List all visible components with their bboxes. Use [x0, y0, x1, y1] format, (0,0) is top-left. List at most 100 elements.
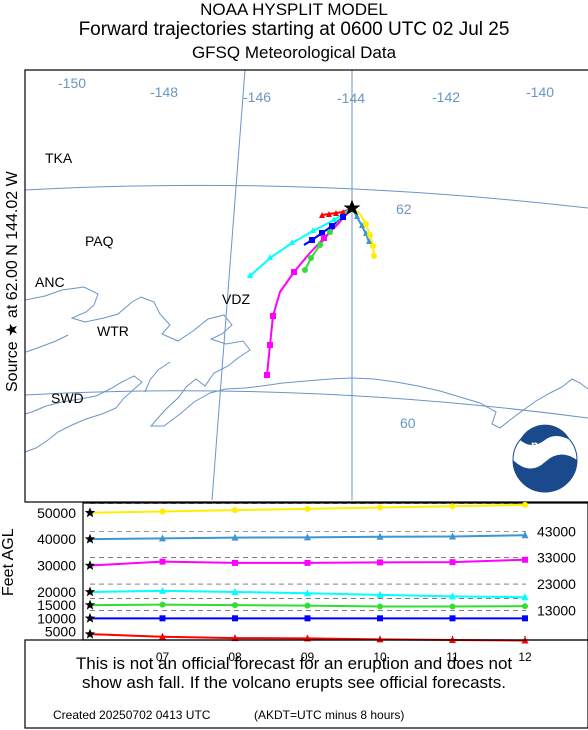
marker-red-3 [326, 211, 332, 217]
marker-green-3 [308, 255, 314, 261]
marker-blue-4 [309, 237, 315, 243]
x-tick-label-08: 08 [228, 650, 242, 664]
markers-blue [309, 214, 346, 243]
y-label-right-13000: 13000 [537, 602, 576, 618]
height-marker-5-1 [159, 615, 166, 622]
footer-frame [24, 639, 588, 729]
markers-magenta [264, 235, 327, 378]
meridian--146 [211, 69, 246, 501]
meteorological-data-label: GFSQ Meteorological Data [191, 43, 397, 62]
map-panel: -150 -148 -146 -144 -142 -140 62 60 TKA … [4, 69, 588, 503]
height-marker-1-2 [231, 533, 239, 541]
place-label-anc: ANC [35, 274, 65, 290]
height-axis-label: Feet AGL [0, 528, 17, 596]
height-marker-4-1 [159, 601, 166, 608]
noaa-logo-text: noaa [531, 438, 559, 452]
run-subtitle: Forward trajectories starting at 0600 UT… [78, 19, 510, 40]
height-marker-1-3 [304, 533, 311, 541]
y-label-left-50000: 50000 [37, 505, 76, 521]
noaa-logo: noaa [512, 424, 578, 493]
lat-label-60: 60 [400, 415, 416, 431]
trajectory-cyan [249, 207, 353, 277]
height-marker-4-2 [232, 602, 238, 609]
height-start-star-4 [84, 599, 96, 610]
y-label-right-33000: 33000 [537, 550, 576, 566]
place-labels: TKA PAQ ANC VDZ WTR SWD [35, 150, 250, 406]
marker-steelblue-2 [359, 222, 365, 228]
marker-red-1 [340, 209, 346, 215]
x-tick-label-11: 11 [446, 650, 459, 664]
y-label-left-15000: 15000 [37, 597, 76, 613]
height-marker-5-2 [232, 615, 238, 622]
height-marker-1-5 [449, 532, 456, 540]
lon-label--146: -146 [243, 89, 271, 105]
height-panel-frame [82, 502, 588, 641]
markers-cyan [247, 216, 337, 278]
height-marker-0-6 [522, 501, 528, 508]
x-tick-label-12: 12 [518, 650, 532, 664]
marker-cyan-4 [267, 254, 273, 260]
place-label-vdz: VDZ [222, 291, 250, 307]
height-start-star-6 [84, 628, 96, 639]
height-marker-1-6 [521, 531, 529, 539]
height-marker-0-1 [159, 508, 166, 515]
marker-cyan-3 [289, 239, 295, 245]
height-series [84, 501, 529, 644]
height-marker-2-4 [377, 559, 383, 566]
height-marker-5-5 [449, 615, 456, 622]
lon-label--148: -148 [150, 84, 178, 100]
height-marker-2-6 [522, 556, 528, 563]
marker-yellow-1 [363, 221, 369, 227]
marker-magenta-1 [321, 235, 327, 241]
height-marker-5-3 [304, 615, 311, 622]
source-star [343, 199, 361, 216]
height-marker-5-4 [377, 615, 383, 622]
height-marker-1-1 [159, 534, 166, 542]
x-tick-label-07: 07 [156, 650, 170, 664]
map-frame [24, 69, 588, 503]
disclaimer-line-1: This is not an official forecast for an … [75, 654, 513, 673]
height-marker-6-4 [376, 635, 384, 643]
lon-label--144: -144 [337, 90, 365, 106]
height-marker-0-5 [449, 503, 456, 510]
y-label-left-5000: 5000 [45, 624, 76, 640]
marker-magenta-2 [291, 269, 297, 275]
height-marker-2-3 [304, 559, 311, 566]
height-marker-6-2 [231, 634, 239, 642]
y-label-right-43000: 43000 [537, 523, 576, 539]
height-marker-3-2 [231, 587, 239, 595]
height-start-star-1 [84, 533, 96, 544]
height-marker-0-4 [377, 504, 383, 511]
marker-steelblue-1 [354, 213, 360, 219]
marker-blue-3 [319, 230, 325, 236]
lon-label--140: -140 [526, 84, 554, 100]
lon-label--142: -142 [432, 89, 460, 105]
height-marker-2-2 [232, 559, 238, 566]
height-start-star-3 [84, 586, 96, 597]
y-label-left-40000: 40000 [37, 531, 76, 547]
marker-green-2 [317, 242, 323, 248]
marker-yellow-4 [371, 253, 377, 259]
markers-red [319, 209, 346, 218]
y-label-right-23000: 23000 [537, 576, 576, 592]
marker-steelblue-4 [366, 238, 372, 244]
marker-blue-1 [340, 214, 346, 220]
height-marker-3-5 [449, 592, 456, 600]
height-marker-4-5 [449, 603, 456, 610]
height-marker-3-3 [304, 589, 311, 597]
trajectories [249, 207, 375, 376]
height-marker-5-6 [522, 615, 528, 622]
height-panel: 07 08 09 10 11 12 50000 40000 30000 200001500010… [0, 501, 588, 664]
marker-red-2 [333, 210, 339, 216]
timezone-note: (AKDT=UTC minus 8 hours) [254, 708, 405, 722]
created-timestamp: Created 20250702 0413 UTC [53, 708, 211, 722]
marker-magenta-5 [264, 372, 270, 378]
place-label-tka: TKA [45, 150, 73, 166]
graticule-labels: -150 -148 -146 -144 -142 -140 62 60 [58, 75, 554, 431]
marker-magenta-3 [270, 313, 276, 319]
trajectory-markers [247, 209, 377, 378]
lat-label-62: 62 [396, 201, 412, 217]
height-marker-4-6 [522, 603, 528, 610]
marker-cyan-5 [247, 272, 253, 278]
